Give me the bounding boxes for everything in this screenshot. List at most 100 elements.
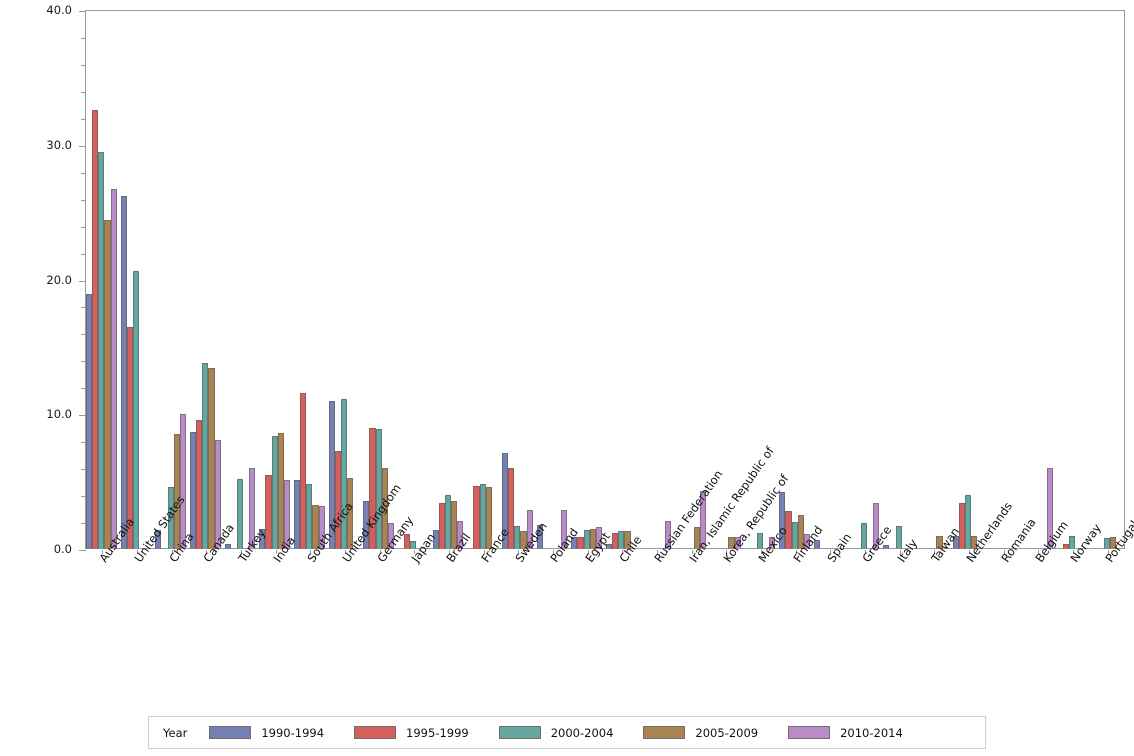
bar	[457, 520, 464, 549]
legend-label: 1990-1994	[261, 725, 325, 740]
bar-group	[745, 10, 776, 549]
bar	[964, 495, 972, 549]
y-tick-minor	[81, 118, 86, 120]
x-tick-mark	[934, 550, 936, 554]
bar	[734, 536, 741, 549]
legend-entry[interactable]: 1995-1999	[354, 726, 469, 740]
bar	[155, 530, 162, 549]
y-tick-minor	[81, 496, 86, 498]
y-tick-minor	[81, 361, 86, 363]
y-tick-major	[79, 550, 86, 551]
x-tick-mark	[1073, 550, 1074, 554]
bar	[958, 503, 965, 549]
bar	[375, 429, 382, 549]
bar	[813, 539, 821, 549]
y-tick-label: 20.0	[46, 272, 72, 287]
legend-swatch	[498, 726, 541, 739]
x-tick-mark	[137, 550, 138, 554]
legend-entry[interactable]: 2010-2014	[788, 726, 903, 740]
bar	[300, 392, 307, 549]
legend-label: 2010-2014	[840, 725, 903, 740]
bar	[328, 400, 335, 549]
bar-group	[85, 10, 117, 549]
x-tick-mark	[379, 550, 381, 554]
y-tick-minor	[81, 469, 86, 471]
x-tick-mark	[657, 550, 658, 554]
bar	[791, 522, 798, 549]
y-tick-minor	[81, 334, 86, 336]
bar	[318, 505, 325, 549]
legend-label: 1995-1999	[406, 725, 469, 740]
bar	[526, 509, 533, 549]
y-tick-minor	[81, 91, 86, 93]
x-tick-mark	[449, 550, 450, 554]
x-tick-mark	[622, 550, 624, 554]
x-tick-mark	[969, 550, 970, 554]
bar	[665, 520, 672, 549]
bar	[202, 363, 209, 549]
x-tick-mark	[518, 550, 520, 554]
bar	[1109, 536, 1116, 549]
y-tick-label: 0.0	[53, 542, 72, 556]
bar	[98, 151, 105, 549]
x-tick-mark	[275, 550, 277, 554]
bar-group	[398, 10, 429, 549]
x-tick-mark	[1107, 550, 1109, 554]
bar	[693, 527, 700, 549]
bar	[873, 503, 880, 549]
bar	[236, 478, 244, 549]
y-tick-label: 40.0	[46, 3, 72, 17]
bar	[126, 326, 133, 549]
bar-group	[813, 10, 845, 549]
bar	[340, 399, 348, 549]
x-tick-mark	[761, 550, 762, 554]
bar	[444, 495, 452, 549]
bar-group	[918, 10, 949, 549]
bar	[438, 503, 445, 549]
bar	[265, 474, 272, 549]
legend: Year 1990-1994 1995-1999 2000-2004 2005-200…	[148, 716, 986, 749]
legend-entry[interactable]: 1990-1994	[209, 726, 324, 740]
x-tick-mark	[345, 550, 346, 554]
bar-group	[1091, 10, 1122, 549]
bar	[189, 431, 197, 549]
bar-group	[710, 10, 741, 549]
bars-layer	[85, 10, 1125, 549]
bar-group	[293, 10, 325, 549]
bar-group	[605, 10, 637, 549]
legend-swatch	[209, 726, 252, 739]
bar-group	[1057, 10, 1088, 549]
bar	[249, 468, 256, 549]
bar-group	[432, 10, 464, 549]
x-tick-mark	[171, 550, 173, 554]
y-tick-minor	[81, 253, 86, 255]
bar	[334, 450, 341, 549]
x-tick-mark	[865, 550, 866, 554]
legend-entry[interactable]: 2000-2004	[498, 726, 613, 740]
bar	[624, 531, 631, 549]
bar-group	[501, 10, 533, 549]
bar	[936, 535, 943, 549]
bar	[520, 531, 527, 549]
bar	[895, 526, 902, 549]
bar	[293, 480, 301, 549]
x-tick-mark	[414, 550, 416, 554]
bar	[208, 368, 215, 549]
legend-title: Year	[163, 725, 188, 740]
bar	[283, 480, 291, 549]
bar	[514, 526, 521, 549]
legend-entry[interactable]: 2005-2009	[643, 726, 758, 740]
x-tick-mark	[1003, 550, 1005, 554]
bar	[612, 532, 619, 549]
y-tick-minor	[81, 442, 86, 444]
bar	[785, 511, 792, 549]
bar-group	[155, 10, 187, 549]
bar	[132, 271, 140, 549]
bar-group	[883, 10, 914, 549]
y-tick-label: 10.0	[46, 407, 72, 422]
bar	[756, 532, 764, 549]
bar	[271, 435, 278, 549]
bar	[577, 536, 584, 549]
bar	[1103, 538, 1110, 549]
